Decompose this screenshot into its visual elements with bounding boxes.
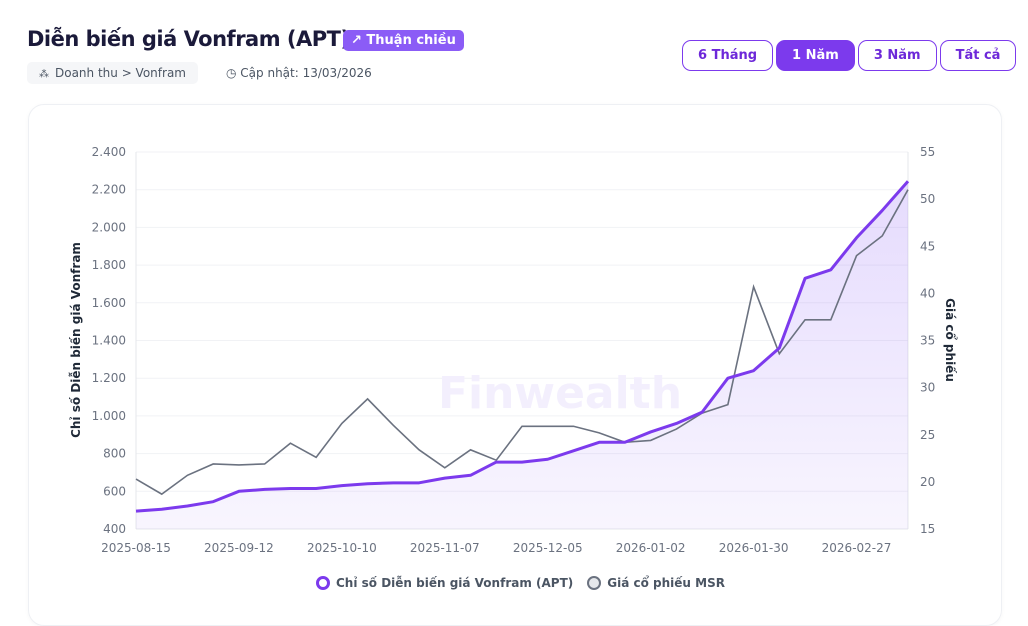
y-tick-label: 1.200 <box>92 371 126 385</box>
y-tick-label: 2.000 <box>92 220 126 234</box>
y2-tick-label: 50 <box>920 192 935 206</box>
updated-date: ◷ Cập nhật: 13/03/2026 <box>226 66 372 80</box>
area-fill <box>136 181 908 529</box>
tab-6-months[interactable]: 6 Tháng <box>682 40 774 71</box>
y-tick-label: 1.000 <box>92 409 126 423</box>
y-tick-label: 400 <box>103 522 126 536</box>
period-tabs: 6 Tháng 1 Năm 3 Năm Tất cả <box>682 40 1017 71</box>
y-tick-label: 1.400 <box>92 334 126 348</box>
y2-axis-title: Giá cổ phiếu <box>943 298 958 382</box>
series-line-apt <box>135 180 910 513</box>
legend-marker <box>587 576 602 590</box>
y-tick-label: 600 <box>103 484 126 498</box>
x-tick-label: 2025-12-05 <box>513 541 583 555</box>
y2-tick-label: 35 <box>920 334 935 348</box>
breadcrumb[interactable]: ⁂ Doanh thu > Vonfram <box>27 62 198 84</box>
x-tick-label: 2025-11-07 <box>410 541 480 555</box>
updated-text: Cập nhật: 13/03/2026 <box>240 66 372 80</box>
correlation-badge: ↗ Thuận chiều <box>343 30 464 51</box>
y-tick-label: 800 <box>103 447 126 461</box>
y2-tick-label: 20 <box>920 475 935 489</box>
legend-label: Giá cổ phiếu MSR <box>607 576 725 590</box>
y-tick-label: 2.200 <box>92 183 126 197</box>
tab-1-year[interactable]: 1 Năm <box>776 40 855 71</box>
series-line-msr <box>135 189 909 496</box>
watermark: Finwealth <box>438 368 682 419</box>
y-tick-label: 2.400 <box>92 145 126 159</box>
x-tick-label: 2026-01-30 <box>719 541 789 555</box>
y2-tick-label: 55 <box>920 145 935 159</box>
x-tick-label: 2026-02-27 <box>822 541 892 555</box>
y2-tick-label: 25 <box>920 428 935 442</box>
x-tick-label: 2026-01-02 <box>616 541 686 555</box>
y2-tick-label: 30 <box>920 381 935 395</box>
y2-tick-label: 40 <box>920 286 935 300</box>
y-tick-label: 1.800 <box>92 258 126 272</box>
x-tick-label: 2025-10-10 <box>307 541 377 555</box>
hierarchy-icon: ⁂ <box>39 69 49 80</box>
x-tick-label: 2025-09-12 <box>204 541 274 555</box>
y2-tick-label: 15 <box>920 522 935 536</box>
tab-3-years[interactable]: 3 Năm <box>857 40 937 71</box>
clock-icon: ◷ <box>226 66 241 80</box>
legend: Chỉ số Diễn biến giá Vonfram (APT) Giá c… <box>316 576 725 590</box>
legend-item-msr[interactable]: Giá cổ phiếu MSR <box>587 576 725 590</box>
chart: 400 600 800 1.000 1.200 1.400 1.600 1.800 2.000 2… <box>69 145 958 555</box>
y2-tick-label: 45 <box>920 239 935 253</box>
page-title: Diễn biến giá Vonfram (APT) <box>27 27 350 51</box>
y-axis-title: Chỉ số Diễn biến giá Vonfram <box>69 242 83 438</box>
x-tick-label: 2025-08-15 <box>101 541 171 555</box>
tab-all[interactable]: Tất cả <box>939 40 1017 71</box>
legend-item-apt[interactable]: Chỉ số Diễn biến giá Vonfram (APT) <box>316 576 573 590</box>
breadcrumb-text: Doanh thu > Vonfram <box>55 66 186 80</box>
legend-marker <box>316 576 330 590</box>
legend-label: Chỉ số Diễn biến giá Vonfram (APT) <box>336 576 574 590</box>
y-tick-label: 1.600 <box>92 296 126 310</box>
